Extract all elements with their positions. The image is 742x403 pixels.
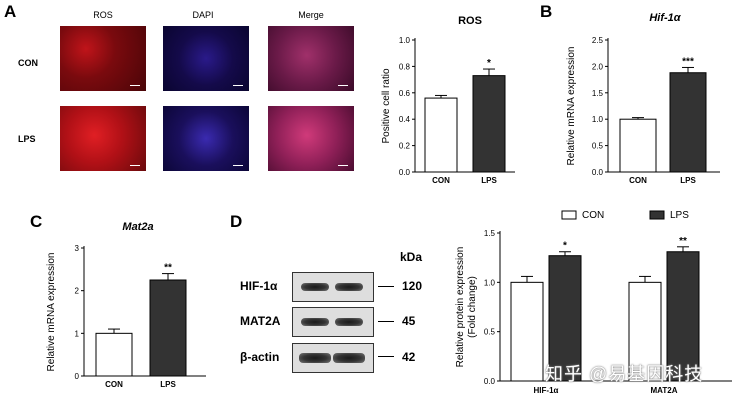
panel-label-b: B (540, 2, 553, 21)
ros-bar-chart: ROS Positive cell ratio 0.0 0.2 0.4 0.6 0.8 1.0… (381, 15, 515, 185)
kda-mat2a: 45 (402, 314, 416, 328)
y-tick-label: 0.5 (484, 328, 496, 337)
y-axis-label: Relative protein expression (455, 247, 466, 368)
bar-lps (669, 72, 707, 173)
kda-hif1a: 120 (402, 279, 423, 293)
micrograph-merge-lps (268, 106, 354, 171)
chart-title: ROS (458, 15, 482, 27)
legend-swatch-con (561, 210, 577, 220)
legend-swatch-lps (649, 210, 665, 220)
y-tick-label: 0.5 (592, 142, 604, 151)
bar-con (628, 281, 662, 382)
column-header-merge: Merge (298, 10, 324, 20)
x-tick-label: CON (629, 176, 647, 185)
bar-lps (666, 251, 700, 382)
significance-marker: ** (679, 236, 687, 247)
y-tick-label: 0.0 (399, 168, 411, 177)
y-tick-label: 3 (75, 244, 80, 253)
y-axis-label: Relative mRNA expression (46, 253, 57, 372)
panel-label-a: A (4, 2, 17, 21)
blot-label-beta-actin: β-actin (240, 350, 280, 364)
y-tick-label: 2.5 (592, 36, 604, 45)
significance-marker: ** (164, 263, 172, 274)
blot-beta-actin (292, 343, 374, 373)
blot-hif1a (292, 272, 374, 302)
chart-title: Hif-1α (649, 12, 681, 24)
micrograph-merge-con (268, 26, 354, 91)
micrograph-ros-con (60, 26, 146, 91)
x-tick-label: MAT2A (651, 386, 678, 395)
chart-title: Mat2a (122, 221, 153, 233)
row-label-lps: LPS (18, 134, 36, 144)
y-axis-label: Positive cell ratio (381, 68, 392, 143)
y-tick-label: 0 (75, 372, 80, 381)
y-tick-label: 2.0 (592, 62, 604, 71)
y-tick-label: 1.0 (399, 36, 411, 45)
panel-label-d: D (230, 212, 243, 231)
significance-marker: *** (682, 56, 694, 67)
bar-con (424, 97, 458, 173)
hif1a-mrna-bar-chart: Hif-1α Relative mRNA expression 0.0 0.5 1.0 1… (566, 12, 720, 185)
kda-beta-actin: 42 (402, 350, 416, 364)
y-tick-label: 0.6 (399, 89, 411, 98)
x-tick-label: LPS (680, 176, 696, 185)
column-header-ros: ROS (93, 10, 113, 20)
micrograph-dapi-con (163, 26, 249, 91)
x-tick-label: CON (432, 176, 450, 185)
y-tick-label: 0.2 (399, 142, 411, 151)
significance-marker: * (487, 58, 491, 69)
bar-con (510, 281, 544, 382)
blot-mat2a (292, 307, 374, 337)
y-tick-label: 1 (75, 329, 80, 338)
x-tick-label: LPS (160, 380, 176, 389)
panel-label-c: C (30, 212, 43, 231)
row-label-con: CON (18, 58, 38, 68)
bar-lps (548, 255, 582, 382)
legend-label-lps: LPS (670, 210, 689, 221)
x-tick-label: CON (105, 380, 123, 389)
column-header-dapi: DAPI (192, 10, 214, 20)
y-tick-label: 0.8 (399, 62, 411, 71)
micrograph-dapi-lps (163, 106, 249, 171)
y-tick-label: 1.5 (592, 89, 604, 98)
blot-label-hif1a: HIF-1α (240, 279, 278, 293)
y-tick-label: 2 (75, 287, 80, 296)
mat2a-mrna-bar-chart: Mat2a Relative mRNA expression 0 1 2 3 CON ** LP… (46, 221, 206, 389)
significance-marker: * (563, 241, 567, 252)
y-tick-label: 0.4 (399, 115, 411, 124)
protein-expression-bar-chart: Relative protein expression (Fold change)… (455, 210, 732, 395)
y-axis-label: Relative mRNA expression (566, 47, 577, 166)
y-tick-label: 1.5 (484, 229, 496, 238)
kda-header: kDa (400, 250, 423, 264)
watermark: 知乎 @易基因科技 (545, 364, 704, 384)
x-tick-label: HIF-1α (534, 386, 559, 395)
bar-lps (472, 75, 506, 173)
bar-lps (149, 279, 187, 377)
y-tick-label: 1.0 (592, 115, 604, 124)
x-tick-label: LPS (481, 176, 497, 185)
bar-con (619, 118, 657, 173)
micrograph-ros-lps (60, 106, 146, 171)
y-axis-label-2: (Fold change) (467, 276, 478, 338)
y-tick-label: 0.0 (592, 168, 604, 177)
blot-label-mat2a: MAT2A (240, 314, 281, 328)
y-tick-label: 0.0 (484, 377, 496, 386)
legend-label-con: CON (582, 210, 604, 221)
bar-con (95, 332, 133, 377)
y-tick-label: 1.0 (484, 278, 496, 287)
